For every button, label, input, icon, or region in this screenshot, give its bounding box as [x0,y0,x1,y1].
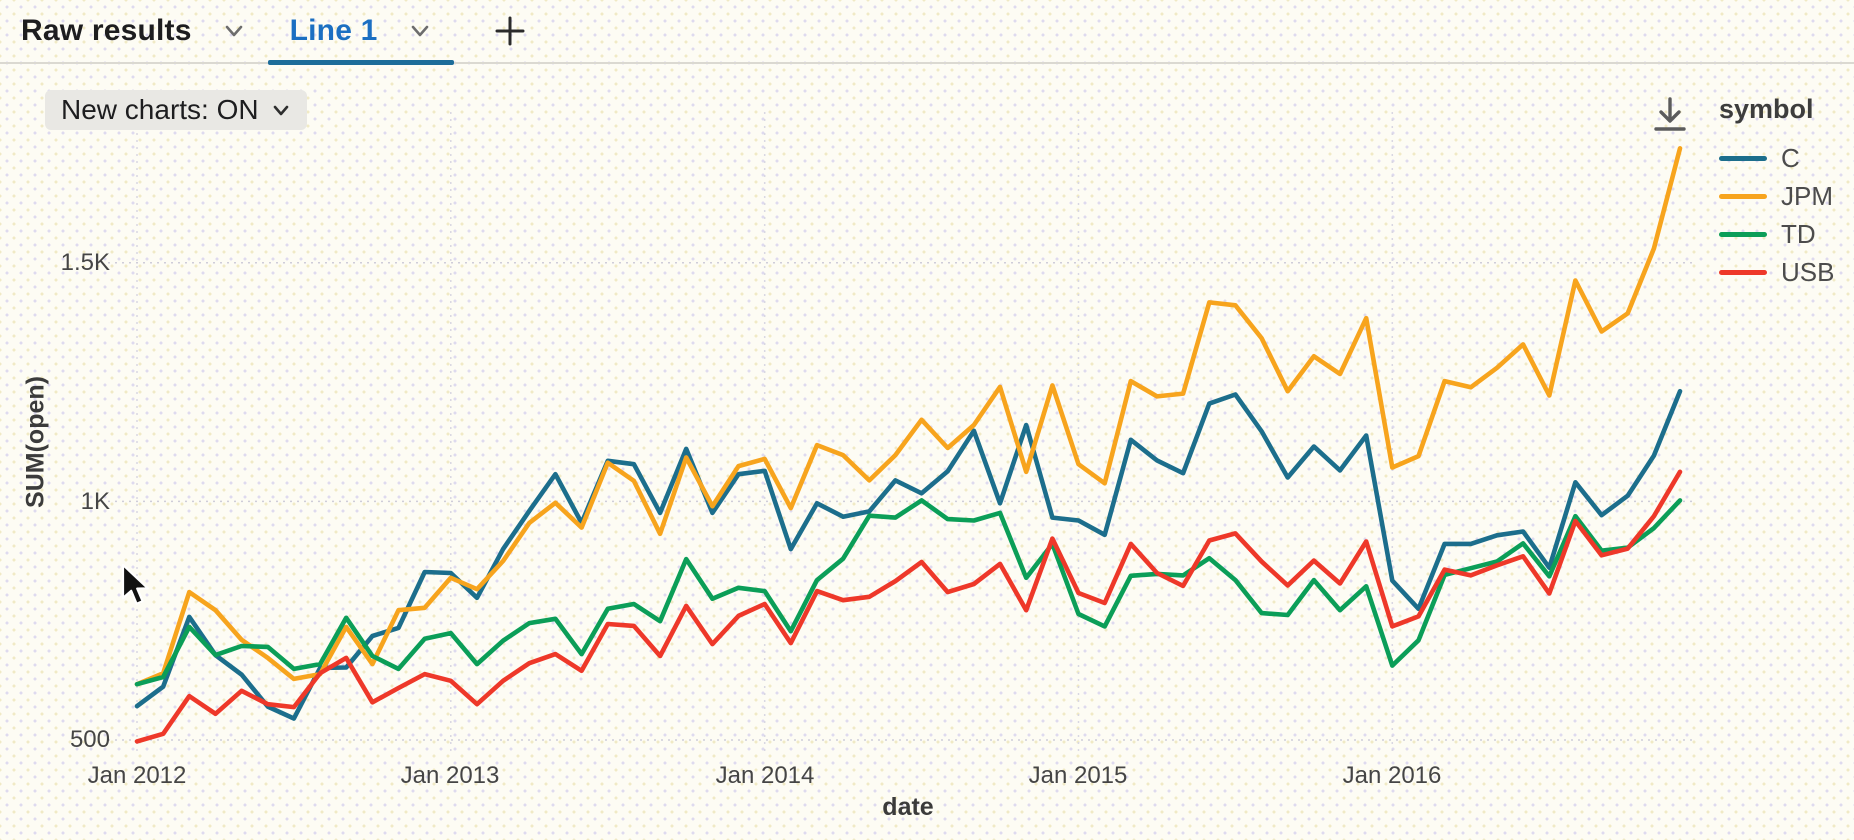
legend-item-label: TD [1781,218,1816,249]
legend-title: symbol [1719,94,1814,124]
y-tick-1000: 1K [80,488,110,515]
legend-item-usb[interactable]: USB [1719,253,1849,291]
new-charts-toggle[interactable]: New charts: ON [45,90,307,130]
chevron-down-icon [225,25,242,37]
chevron-down-icon [273,105,288,116]
x-tick-jan-2013: Jan 2013 [400,762,500,789]
series-swatch-td [1719,231,1767,237]
y-axis-title: SUM(open) [21,376,50,508]
series-line-c[interactable] [134,388,1683,721]
tab-raw-results[interactable]: Raw results [21,0,268,63]
x-axis-title: date [882,793,934,821]
tab-line-1[interactable]: Line 1 [267,0,454,65]
legend-item-td[interactable]: TD [1719,215,1849,253]
tab-bar: Raw results Line 1 [0,0,1854,65]
new-charts-toggle-label: New charts: ON [61,94,259,125]
legend-item-c[interactable]: C [1719,139,1849,177]
series-swatch-jpm [1719,193,1767,199]
add-chart-tab-button[interactable] [488,9,532,53]
download-icon [1654,97,1686,131]
x-tick-jan-2014: Jan 2014 [715,762,815,789]
series-line-td[interactable] [134,498,1683,687]
legend-item-label: USB [1781,256,1835,287]
legend-item-jpm[interactable]: JPM [1719,177,1849,215]
chevron-down-icon [411,25,428,37]
active-tab-underline [267,60,454,65]
plus-icon [495,16,524,46]
legend-item-label: JPM [1781,180,1833,211]
tab-raw-results-label: Raw results [21,14,192,47]
y-tick-1500: 1.5K [60,249,110,276]
x-tick-jan-2015: Jan 2015 [1028,762,1128,789]
x-tick-jan-2016: Jan 2016 [1342,762,1442,789]
legend: symbol C JPM TD USB [1719,94,1849,291]
download-chart-button[interactable] [1648,94,1692,140]
y-tick-500: 500 [69,726,110,753]
series-swatch-c [1719,155,1767,161]
series-line-usb[interactable] [134,469,1683,744]
series-line-jpm[interactable] [134,146,1683,687]
series-swatch-usb [1719,269,1767,275]
tab-line-1-label: Line 1 [289,14,378,47]
x-tick-jan-2012: Jan 2012 [87,762,187,789]
legend-item-label: C [1781,142,1800,173]
